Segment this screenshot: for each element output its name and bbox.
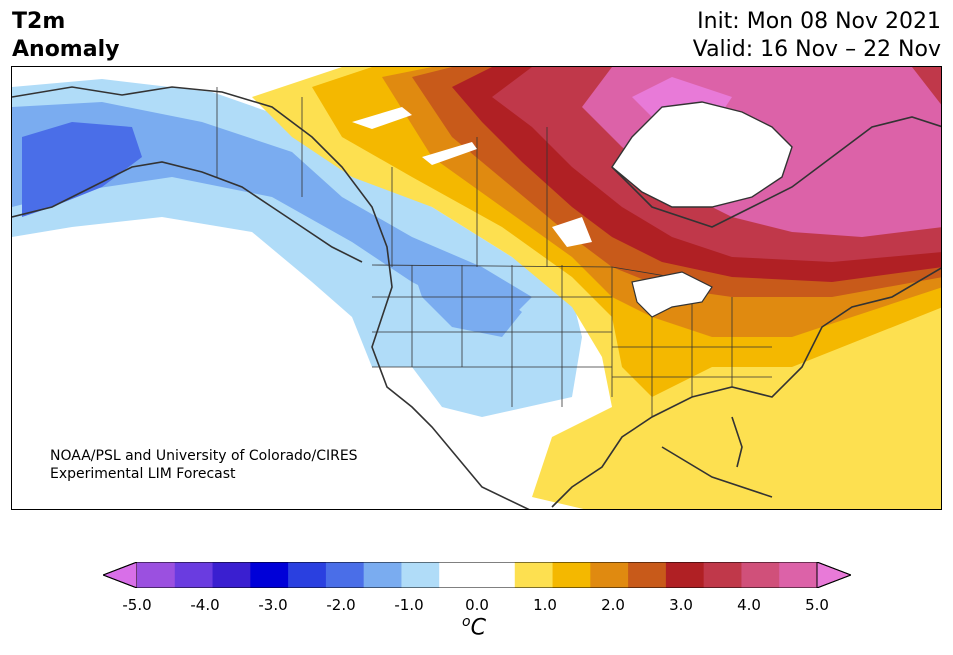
unit-symbol: C xyxy=(470,615,486,641)
hudson-bay xyxy=(611,101,793,208)
colorbar-segment xyxy=(514,562,554,588)
great-lakes xyxy=(631,271,713,318)
colorbar-segment xyxy=(137,562,176,588)
colorbar-segment xyxy=(439,562,478,588)
map-title: T2m Anomaly xyxy=(12,8,119,64)
colorbar-segment xyxy=(665,562,705,588)
colorbar-segment xyxy=(212,562,251,588)
colorbar-tick-label: -4.0 xyxy=(190,596,220,614)
colorbar-segment xyxy=(477,562,516,588)
anomaly-region-cool-mid xyxy=(12,102,532,317)
colorbar-tick-label: 1.0 xyxy=(533,596,557,614)
colorbar-ticks: -5.0 -4.0 -3.0 -2.0 -1.0 0.0 1.0 2.0 3.0 4.0 5.0 xyxy=(0,596,953,616)
colorbar-tick-label: 4.0 xyxy=(737,596,761,614)
colorbar-segment xyxy=(628,562,667,588)
init-date: Init: Mon 08 Nov 2021 xyxy=(697,9,941,34)
colorbar-segment xyxy=(363,562,402,588)
colorbar-segment xyxy=(741,562,780,588)
map-svg xyxy=(12,67,941,509)
colorbar-tick-label: 5.0 xyxy=(805,596,829,614)
colorbar-tick-label: 3.0 xyxy=(669,596,693,614)
anomaly-region-cool-strong xyxy=(22,122,142,217)
forecast-dates: Init: Mon 08 Nov 2021 Valid: 16 Nov – 22… xyxy=(693,8,941,64)
anomaly-region-cool-mid-2 xyxy=(412,267,522,337)
colorbar-segment xyxy=(590,562,629,588)
colorbar-segment xyxy=(552,562,591,588)
anomaly-map: NOAA/PSL and University of Colorado/CIRE… xyxy=(11,66,942,510)
colorbar-extend-low xyxy=(103,562,138,588)
colorbar-segment xyxy=(250,562,289,588)
colorbar-segment xyxy=(779,562,818,588)
colorbar-segment xyxy=(174,562,214,588)
colorbar-tick-label: -3.0 xyxy=(258,596,288,614)
unit-label: oC xyxy=(462,614,486,640)
colorbar-tick-label: 0.0 xyxy=(465,596,489,614)
credit-text: NOAA/PSL and University of Colorado/CIRE… xyxy=(50,447,358,483)
colorbar xyxy=(103,562,851,588)
colorbar-segment xyxy=(703,562,742,588)
colorbar-tick-label: -2.0 xyxy=(326,596,356,614)
unit-prefix: o xyxy=(462,614,471,630)
colorbar-segment xyxy=(288,562,327,588)
credit-line-1: NOAA/PSL and University of Colorado/CIRE… xyxy=(50,448,358,464)
coastlines xyxy=(12,86,941,509)
colorbar-tick-label: -5.0 xyxy=(122,596,152,614)
credit-line-2: Experimental LIM Forecast xyxy=(50,466,236,482)
colorbar-tick-label: -1.0 xyxy=(394,596,424,614)
title-line-2: Anomaly xyxy=(12,37,120,62)
canadian-lakes xyxy=(352,107,592,247)
colorbar-tick-label: 2.0 xyxy=(601,596,625,614)
colorbar-segment xyxy=(401,562,440,588)
title-line-1: T2m xyxy=(12,9,66,34)
valid-range: Valid: 16 Nov – 22 Nov xyxy=(692,37,941,62)
colorbar-segment xyxy=(325,562,365,588)
political-boundaries xyxy=(216,87,772,417)
colorbar-extend-high xyxy=(816,562,851,588)
